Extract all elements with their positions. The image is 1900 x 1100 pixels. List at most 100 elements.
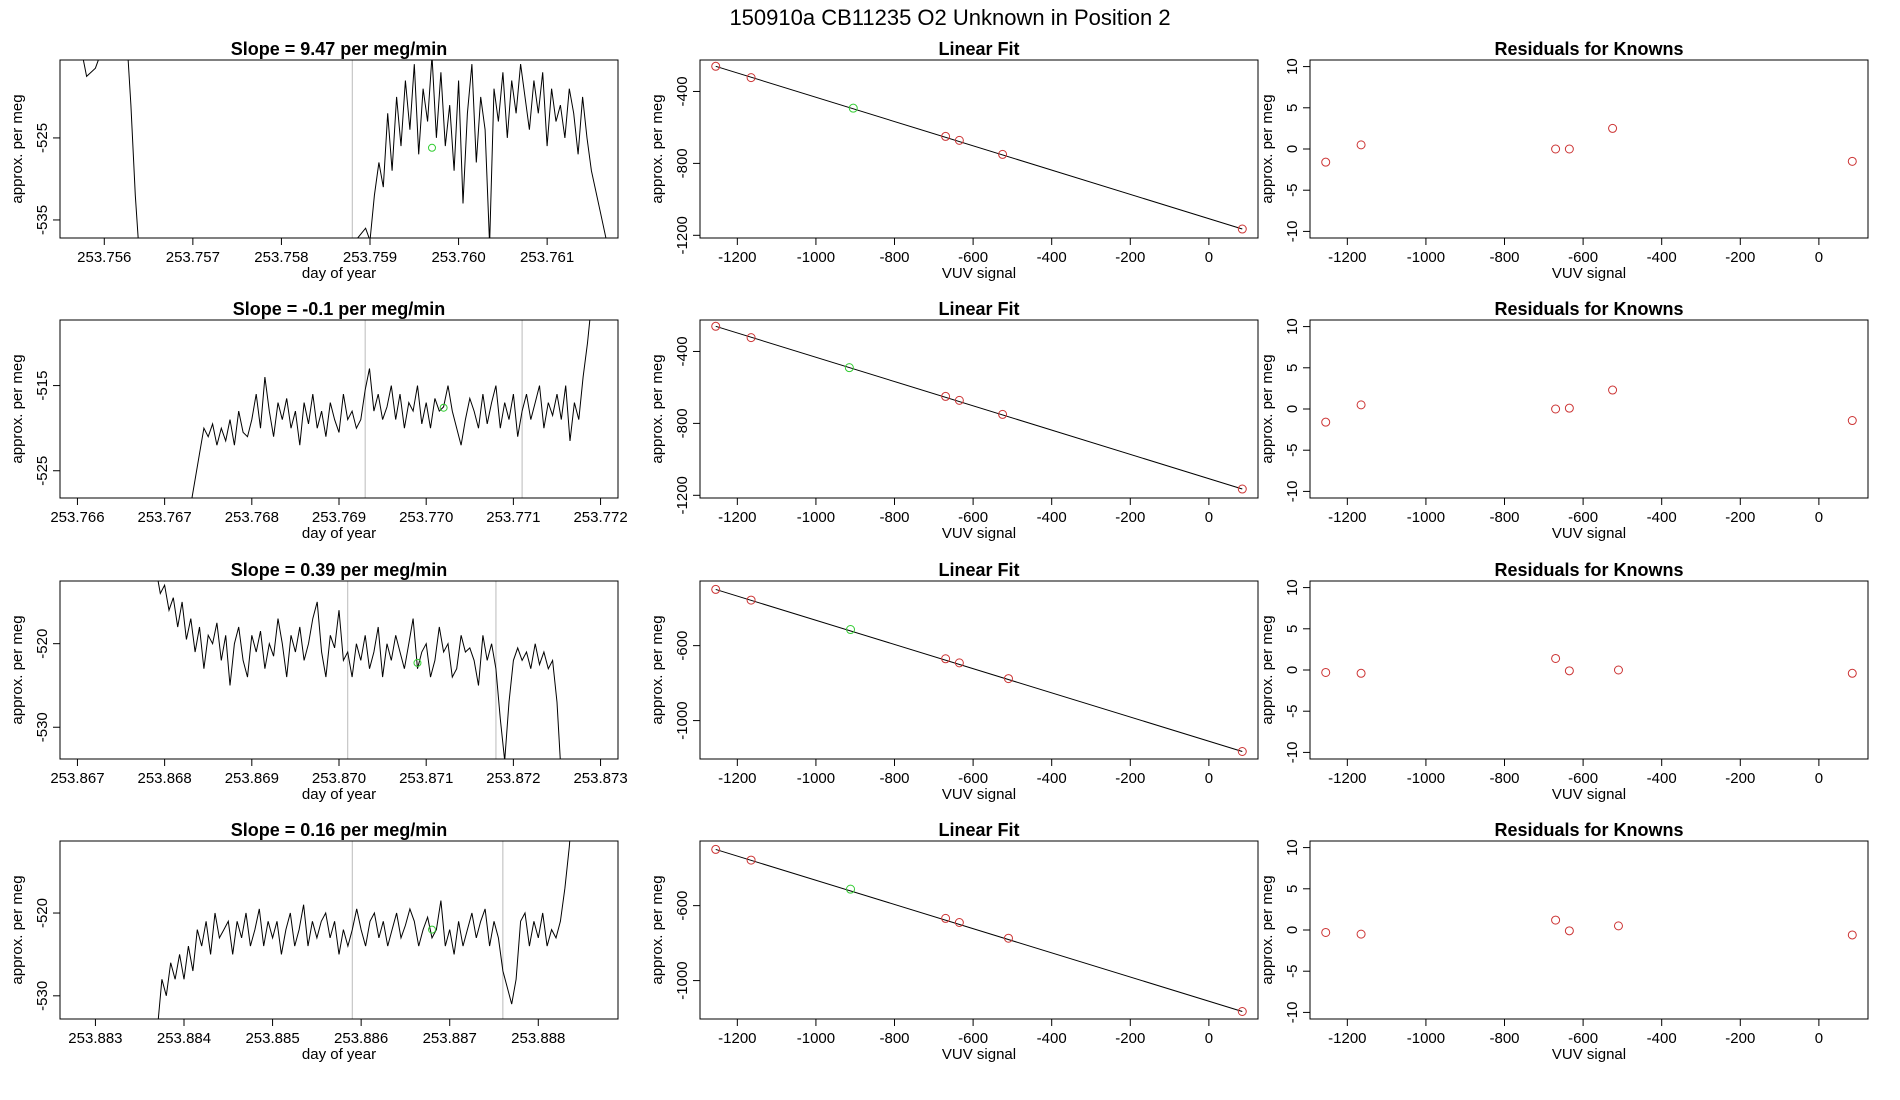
y-tick-label: -5	[1284, 705, 1301, 718]
known-point	[954, 395, 964, 405]
plot-area	[711, 61, 1247, 234]
known-point	[746, 333, 756, 343]
y-tick-label: -530	[34, 712, 51, 742]
plot-area	[157, 841, 571, 1019]
y-tick-label: -400	[674, 336, 691, 366]
x-tick-label: 253.885	[245, 1030, 299, 1047]
x-tick-label: 0	[1815, 1030, 1823, 1047]
y-tick-label: -515	[34, 371, 51, 401]
known-point	[1564, 666, 1574, 676]
plot-area	[711, 321, 1247, 494]
panel-title: Residuals for Knowns	[1494, 299, 1683, 319]
known-point	[711, 844, 721, 854]
x-tick-label: -200	[1725, 509, 1755, 526]
x-tick-label: 253.771	[486, 509, 540, 526]
y-tick-label: 10	[1284, 579, 1301, 596]
x-tick-label: 0	[1205, 1030, 1213, 1047]
x-tick-label: 253.761	[520, 249, 574, 266]
known-point	[1321, 667, 1331, 677]
y-axis-label: approx. per meg	[649, 94, 666, 203]
fit-line	[715, 325, 1243, 490]
x-tick-label: -1000	[797, 770, 835, 787]
x-tick-label: 253.768	[225, 509, 279, 526]
panel-title: Linear Fit	[938, 299, 1019, 319]
x-tick-label: -600	[1568, 249, 1598, 266]
unknown-mean-marker	[428, 925, 436, 934]
y-tick-label: 0	[1284, 405, 1301, 413]
x-tick-label: -200	[1725, 770, 1755, 787]
y-tick-label: 5	[1284, 885, 1301, 893]
known-point	[1356, 668, 1366, 678]
y-tick-label: -520	[34, 898, 51, 928]
x-tick-label: -400	[1037, 770, 1067, 787]
fit-line	[715, 65, 1243, 230]
x-tick-label: -1000	[797, 249, 835, 266]
x-tick-label: -400	[1037, 1030, 1067, 1047]
y-tick-label: -5	[1284, 184, 1301, 197]
panel-2-3: Residuals for Knowns-1200 -1000 -800 -600 -4…	[1259, 299, 1869, 542]
x-tick-label: -800	[1489, 770, 1519, 787]
y-tick-label: 5	[1284, 364, 1301, 372]
plot-area	[711, 844, 1247, 1017]
y-axis-label: approx. per meg	[1259, 615, 1276, 724]
plot-frame	[1309, 840, 1869, 1020]
known-point	[998, 149, 1008, 159]
x-tick-label: 253.758	[254, 249, 308, 266]
x-tick-label: 253.760	[431, 249, 485, 266]
known-point	[746, 855, 756, 865]
panel-1-2: Linear Fit -1200 -1000 -800 -600 -400 -200 0 -40…	[649, 39, 1259, 282]
known-point	[1321, 417, 1331, 427]
panel-title: Slope = 0.16 per meg/min	[231, 820, 448, 840]
x-tick-label: 253.769	[312, 509, 366, 526]
x-tick-label: -1000	[1407, 509, 1445, 526]
known-point	[1321, 157, 1331, 167]
plot-area	[191, 320, 591, 498]
y-axis-label: approx. per meg	[649, 875, 666, 984]
y-tick-label: -5	[1284, 965, 1301, 978]
plot-area	[157, 581, 561, 759]
y-tick-label: -5	[1284, 444, 1301, 457]
y-tick-label: -525	[34, 456, 51, 486]
known-point	[1237, 484, 1247, 494]
x-tick-label: -1200	[1328, 249, 1366, 266]
panel-title: Slope = -0.1 per meg/min	[233, 299, 446, 319]
y-tick-label: -10	[1284, 221, 1301, 243]
x-tick-label: -1200	[718, 1030, 756, 1047]
panel-title: Residuals for Knowns	[1494, 39, 1683, 59]
known-point	[1237, 224, 1247, 234]
unknown-mean-marker	[439, 403, 448, 412]
signal-trace-line	[191, 320, 591, 498]
known-point	[1551, 653, 1561, 663]
x-tick-label: -600	[958, 249, 988, 266]
y-axis-label: approx. per meg	[9, 94, 26, 203]
x-tick-label: -1000	[1407, 1030, 1445, 1047]
panel-4-1: Slope = 0.16 per meg/min 253.883 253.884 25…	[9, 820, 619, 1063]
y-axis-label: approx. per meg	[9, 354, 26, 463]
x-axis-label: VUV signal	[942, 786, 1016, 803]
known-point	[1237, 747, 1247, 757]
x-tick-label: -400	[1647, 770, 1677, 787]
plot-area	[1321, 653, 1857, 678]
known-point	[1356, 140, 1366, 150]
y-tick-label: 0	[1284, 926, 1301, 934]
x-tick-label: -200	[1115, 509, 1145, 526]
x-axis-label: day of year	[302, 265, 376, 282]
known-point	[1551, 404, 1561, 414]
known-point	[954, 658, 964, 668]
y-axis-label: approx. per meg	[1259, 875, 1276, 984]
known-point	[1847, 930, 1857, 940]
plot-area	[711, 584, 1247, 757]
known-point	[1564, 144, 1574, 154]
x-tick-label: -1200	[1328, 509, 1366, 526]
x-axis-label: day of year	[302, 525, 376, 542]
y-axis-label: approx. per meg	[649, 615, 666, 724]
x-tick-label: 253.770	[399, 509, 453, 526]
x-tick-label: -400	[1647, 249, 1677, 266]
plot-frame	[699, 59, 1259, 239]
known-point	[1608, 123, 1618, 133]
known-point	[1003, 933, 1013, 943]
x-tick-label: 253.886	[334, 1030, 388, 1047]
y-tick-label: 10	[1284, 58, 1301, 75]
x-tick-label: -600	[1568, 1030, 1598, 1047]
x-tick-label: 253.884	[157, 1030, 211, 1047]
